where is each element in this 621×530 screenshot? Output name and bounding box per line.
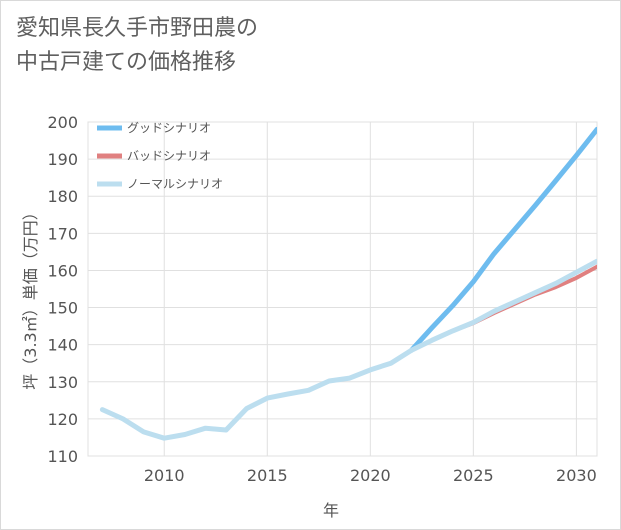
series-line-2 [99, 258, 597, 441]
x-tick-label: 2010 [144, 466, 185, 485]
legend-label: バッドシナリオ [127, 149, 211, 163]
y-axis-label: 坪（3.3㎡）単価（万円） [21, 204, 40, 389]
grid-lines [87, 121, 598, 457]
x-tick-label: 2020 [350, 466, 391, 485]
series-line-0 [409, 126, 597, 353]
y-tick-label: 190 [47, 150, 78, 169]
x-tick-label: 2015 [247, 466, 288, 485]
x-axis-label: 年 [323, 501, 339, 520]
y-tick-label: 120 [47, 410, 78, 429]
x-tick-labels: 2010 2015 2020 2025 2030 [144, 466, 597, 485]
chart-title: 愛知県長久手市野田農の 中古戸建ての価格推移 [16, 16, 259, 75]
y-tick-label: 170 [47, 224, 78, 243]
x-tick-label: 2025 [453, 466, 494, 485]
y-tick-label: 160 [47, 261, 78, 280]
y-tick-label: 200 [47, 113, 78, 132]
y-tick-labels: 110 120 130 140 150 160 170 180 190 200 [47, 113, 78, 466]
y-tick-label: 110 [47, 447, 78, 466]
x-tick-label: 2030 [556, 466, 597, 485]
legend-label: ノーマルシナリオ [127, 177, 223, 191]
y-tick-label: 180 [47, 187, 78, 206]
y-tick-label: 150 [47, 299, 78, 318]
legend-label: グッドシナリオ [127, 121, 211, 135]
y-tick-label: 130 [47, 373, 78, 392]
series-lines [99, 126, 597, 441]
y-tick-label: 140 [47, 336, 78, 355]
